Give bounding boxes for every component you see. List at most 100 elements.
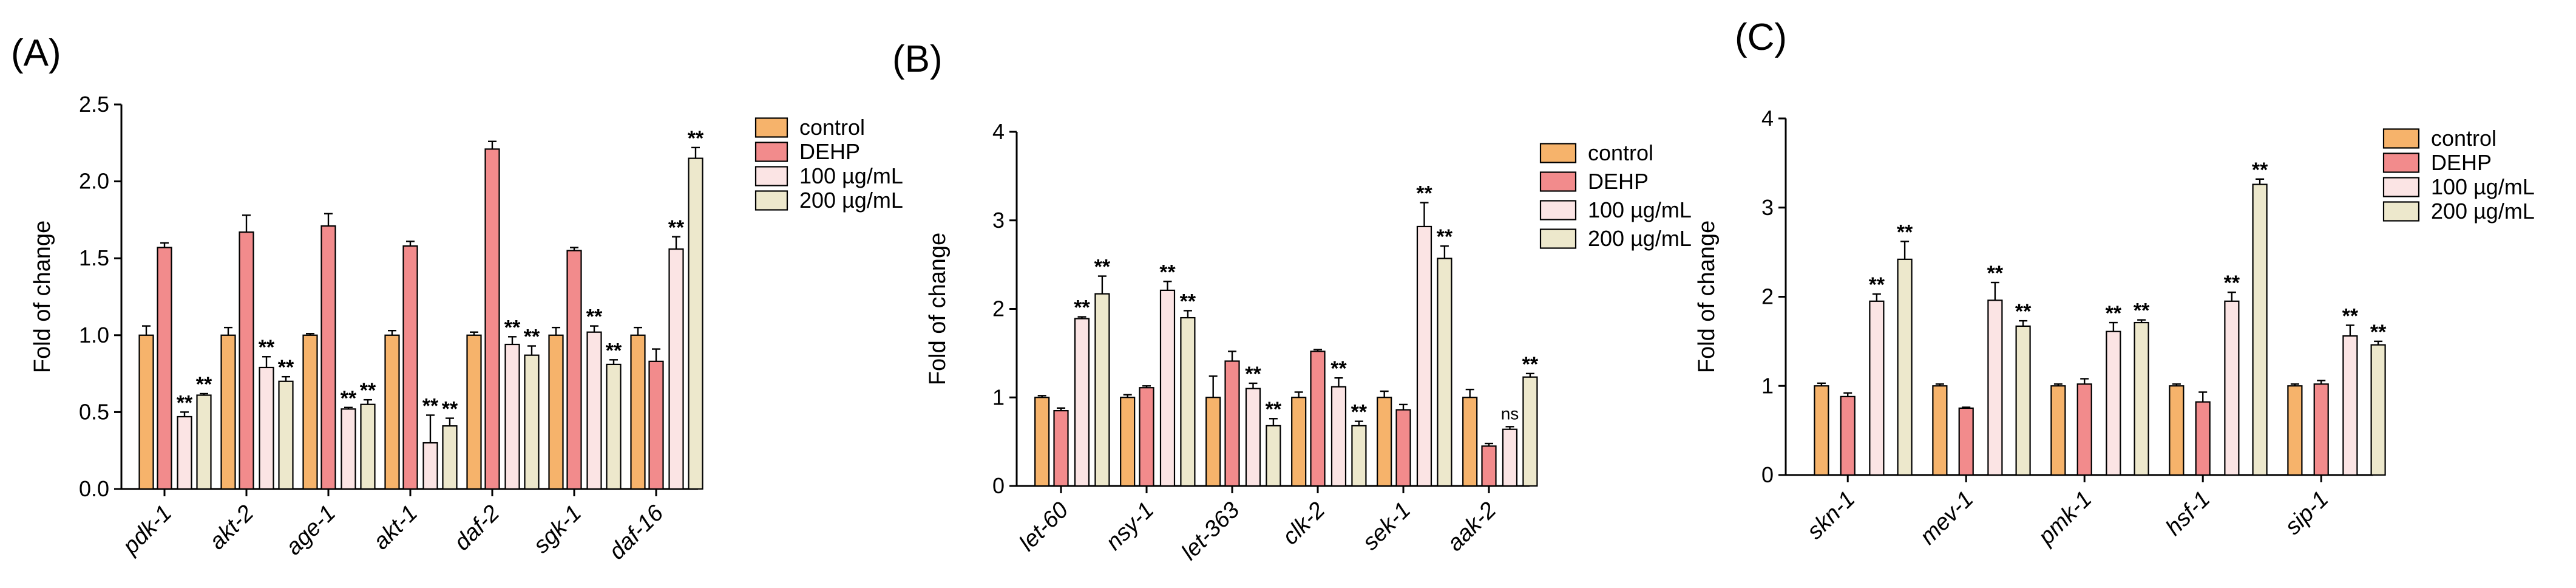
bar-dehp-mev-1 — [1958, 407, 1974, 476]
y-tick-label: 2.0 — [79, 169, 109, 194]
y-tick-label: 4 — [992, 119, 1005, 144]
bar-100-g-ml-akt-1 — [422, 442, 438, 490]
significance-label: ** — [668, 216, 685, 239]
legend-swatch — [754, 166, 788, 186]
bar-dehp-clk-2 — [1310, 350, 1326, 487]
bar-control-skn-1 — [1814, 385, 1829, 476]
legend-label: control — [799, 115, 865, 140]
legend-swatch — [1539, 200, 1577, 220]
bar-200-g-ml-pmk-1 — [2134, 321, 2149, 476]
bar-200-g-ml-sgk-1 — [606, 363, 622, 490]
bar-100-g-ml-daf-16 — [668, 248, 684, 490]
significance-label: ** — [688, 127, 704, 150]
bar-100-g-ml-skn-1 — [1869, 300, 1885, 476]
bar-100-g-ml-aak-2 — [1502, 428, 1518, 487]
bar-dehp-sip-1 — [2313, 383, 2329, 476]
bar-control-sgk-1 — [548, 334, 564, 490]
panel-label: (C) — [1735, 16, 1787, 58]
bar-100-g-ml-let-60 — [1074, 318, 1090, 487]
bar-dehp-akt-2 — [239, 231, 254, 490]
significance-label: ** — [524, 326, 540, 349]
bar-200-g-ml-akt-1 — [442, 425, 458, 490]
significance-label: ** — [1180, 290, 1196, 313]
bar-200-g-ml-clk-2 — [1351, 425, 1367, 487]
significance-label: ** — [606, 339, 622, 362]
bar-100-g-ml-sip-1 — [2342, 335, 2358, 476]
bar-control-daf-16 — [630, 334, 646, 490]
bar-200-g-ml-let-60 — [1094, 293, 1110, 487]
significance-label: ** — [2015, 300, 2032, 323]
bar-100-g-ml-akt-2 — [259, 366, 274, 490]
bar-dehp-let-60 — [1053, 410, 1069, 487]
legend-swatch — [2382, 152, 2420, 173]
significance-label: ** — [422, 394, 439, 417]
legend-label: control — [2431, 126, 2496, 151]
legend-label: DEHP — [2431, 150, 2492, 175]
bar-100-g-ml-pdk-1 — [177, 415, 192, 490]
bar-200-g-ml-hsf-1 — [2252, 183, 2268, 476]
y-tick-label: 4 — [1761, 106, 1774, 131]
bar-dehp-let-363 — [1224, 360, 1240, 487]
bar-200-g-ml-sip-1 — [2370, 344, 2386, 476]
legend-swatch — [1539, 171, 1577, 192]
bar-dehp-akt-1 — [402, 245, 418, 490]
bar-control-akt-1 — [384, 334, 400, 490]
legend-label: 200 µg/mL — [799, 188, 903, 213]
legend-label: control — [1588, 140, 1653, 165]
bar-100-g-ml-hsf-1 — [2224, 300, 2240, 476]
y-axis-title: Fold of change — [1694, 220, 1720, 373]
significance-label: ** — [1522, 353, 1539, 376]
panel-label: (A) — [11, 32, 61, 74]
legend-swatch — [2382, 128, 2420, 149]
bar-200-g-ml-akt-2 — [278, 380, 294, 490]
legend-swatch — [2382, 201, 2420, 222]
bar-200-g-ml-nsy-1 — [1180, 316, 1196, 487]
significance-label: ** — [586, 306, 603, 329]
bar-dehp-daf-2 — [484, 148, 500, 490]
significance-label: ** — [442, 398, 458, 421]
legend-label: DEHP — [1588, 169, 1649, 194]
bar-dehp-skn-1 — [1840, 395, 1856, 476]
legend-swatch — [754, 117, 788, 138]
significance-label: ** — [1351, 401, 1368, 424]
bar-dehp-aak-2 — [1481, 445, 1497, 487]
bar-200-g-ml-aak-2 — [1522, 376, 1538, 487]
bar-control-nsy-1 — [1120, 397, 1136, 487]
significance-label: ** — [1437, 225, 1453, 248]
bar-control-daf-2 — [466, 334, 482, 490]
y-tick-label: 1 — [992, 385, 1005, 409]
bar-200-g-ml-let-363 — [1266, 425, 1281, 487]
legend-label: 100 µg/mL — [1588, 197, 1692, 222]
legend-label: 100 µg/mL — [799, 163, 903, 188]
legend-swatch — [1539, 143, 1577, 163]
y-tick-label: 2 — [1761, 284, 1774, 309]
bar-control-aak-2 — [1462, 397, 1478, 487]
bar-100-g-ml-daf-2 — [504, 343, 520, 490]
y-tick-label: 1.5 — [79, 245, 109, 270]
bar-control-let-60 — [1034, 397, 1050, 487]
y-tick-label: 0.0 — [79, 476, 109, 501]
legend-label: 100 µg/mL — [2431, 174, 2535, 199]
significance-label: ** — [1897, 221, 1913, 244]
bar-control-sip-1 — [2287, 385, 2303, 476]
significance-label: ** — [2342, 304, 2359, 327]
bar-dehp-hsf-1 — [2195, 401, 2211, 476]
legend-label: DEHP — [799, 139, 860, 164]
legend-swatch — [754, 190, 788, 211]
bar-200-g-ml-skn-1 — [1897, 258, 1913, 476]
bar-dehp-pmk-1 — [2076, 383, 2092, 476]
significance-label: ** — [196, 373, 212, 396]
legend-swatch — [1539, 228, 1577, 249]
bar-dehp-sgk-1 — [566, 250, 582, 490]
bar-200-g-ml-age-1 — [360, 403, 376, 490]
bar-100-g-ml-let-363 — [1245, 388, 1261, 487]
bar-control-mev-1 — [1932, 385, 1948, 476]
bar-200-g-ml-daf-16 — [688, 157, 703, 490]
y-tick-label: 0.5 — [79, 399, 109, 424]
significance-label: ** — [504, 316, 521, 339]
bar-100-g-ml-nsy-1 — [1159, 289, 1176, 487]
legend-label: 200 µg/mL — [2431, 199, 2535, 224]
bar-200-g-ml-daf-2 — [524, 354, 540, 490]
significance-label: ** — [1330, 357, 1347, 380]
